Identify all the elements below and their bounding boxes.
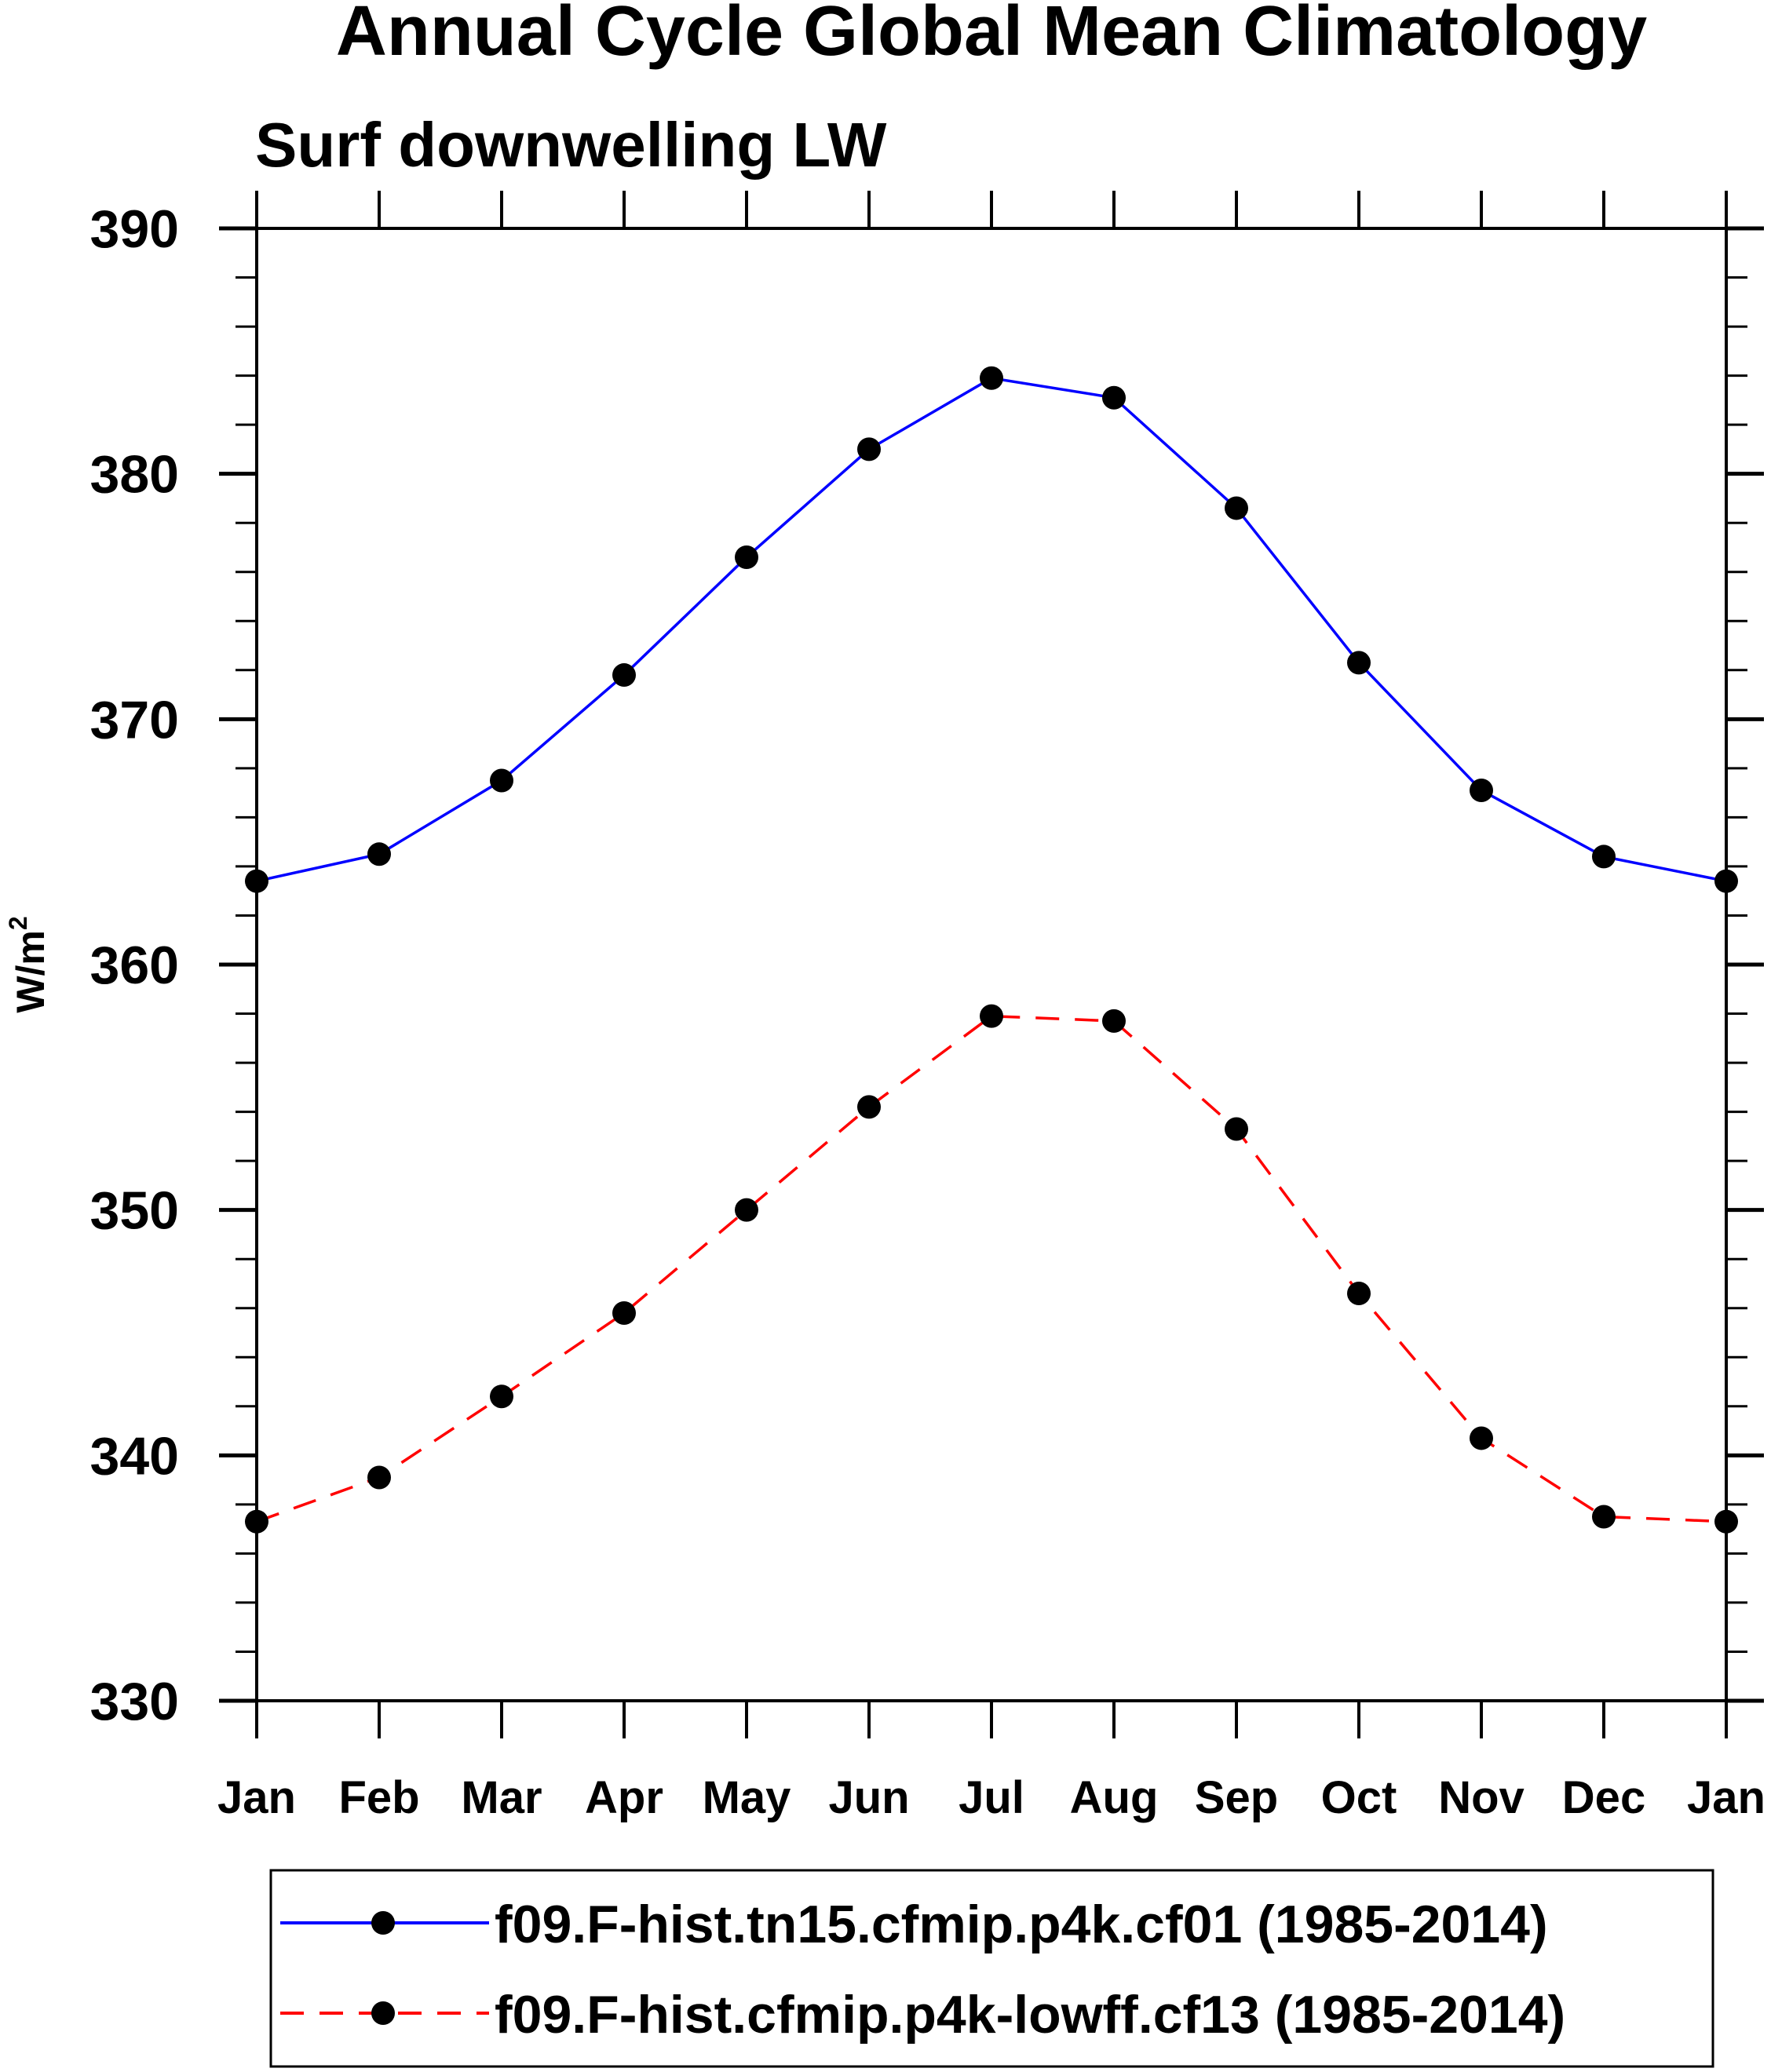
data-point — [612, 663, 636, 688]
x-tick-label: Mar — [461, 1772, 542, 1823]
data-point — [367, 842, 391, 866]
legend: f09.F-hist.tn15.cfmip.p4k.cf01 (1985-201… — [269, 1869, 1714, 2068]
series-line-0 — [256, 376, 1727, 883]
chart-title: Annual Cycle Global Mean Climatology — [336, 0, 1647, 71]
x-tick-label: Feb — [338, 1772, 419, 1823]
x-tick-label: Apr — [585, 1772, 663, 1823]
data-point — [857, 437, 881, 461]
data-point — [735, 545, 758, 569]
chart-subtitle: Surf downwelling LW — [255, 110, 887, 180]
y-tick-label: 350 — [90, 1181, 179, 1241]
x-tick-label: Oct — [1321, 1772, 1397, 1823]
data-point — [245, 1509, 268, 1534]
axes: 330 340 350 360 370 380 390 Jan Feb Mar Apr May Jun J… — [90, 191, 1766, 1823]
y-tick-label: 380 — [90, 445, 179, 505]
x-tick-label: May — [703, 1772, 791, 1823]
data-point — [367, 1465, 391, 1490]
y-axis-label: W/m2 — [4, 916, 53, 1012]
x-tick-label: Aug — [1070, 1772, 1159, 1823]
x-tick-label: Jun — [828, 1772, 909, 1823]
series-line-1 — [256, 1014, 1727, 1523]
data-point — [1102, 385, 1126, 410]
data-point — [245, 869, 268, 893]
data-point — [1347, 651, 1371, 675]
data-point — [857, 1095, 881, 1119]
data-point — [1592, 1505, 1616, 1529]
data-point — [490, 768, 513, 793]
legend-marker — [371, 1911, 395, 1935]
legend-label: f09.F-hist.tn15.cfmip.p4k.cf01 (1985-201… — [495, 1895, 1548, 1954]
data-point — [735, 1198, 758, 1222]
data-point — [1347, 1281, 1371, 1305]
series-layer — [245, 366, 1738, 1534]
plot-frame — [255, 227, 1728, 1702]
data-point — [612, 1300, 636, 1325]
x-tick-label: Nov — [1438, 1772, 1525, 1823]
y-tick-label: 390 — [90, 199, 179, 259]
data-point — [1102, 1009, 1126, 1033]
data-point — [490, 1384, 513, 1409]
data-point — [1714, 869, 1738, 893]
legend-box — [269, 1869, 1714, 2068]
x-tick-label: Jul — [959, 1772, 1024, 1823]
x-tick-label: Jan — [217, 1772, 296, 1823]
legend-label: f09.F-hist.cfmip.p4k-lowff.cf13 (1985-20… — [495, 1985, 1565, 2045]
y-tick-label: 340 — [90, 1426, 179, 1486]
data-point — [1470, 779, 1493, 803]
data-point — [1592, 844, 1616, 869]
x-tick-label: Dec — [1562, 1772, 1645, 1823]
y-tick-label: 330 — [90, 1672, 179, 1731]
data-point — [980, 366, 1003, 390]
data-point — [1714, 1509, 1738, 1534]
data-point — [1225, 1117, 1248, 1141]
data-point — [1470, 1426, 1493, 1450]
x-tick-label: Jan — [1687, 1772, 1766, 1823]
data-point — [1225, 496, 1248, 520]
data-point — [980, 1004, 1003, 1028]
y-tick-label: 360 — [90, 936, 179, 995]
y-tick-label: 370 — [90, 690, 179, 750]
x-tick-label: Sep — [1195, 1772, 1278, 1823]
legend-marker — [371, 2001, 395, 2025]
